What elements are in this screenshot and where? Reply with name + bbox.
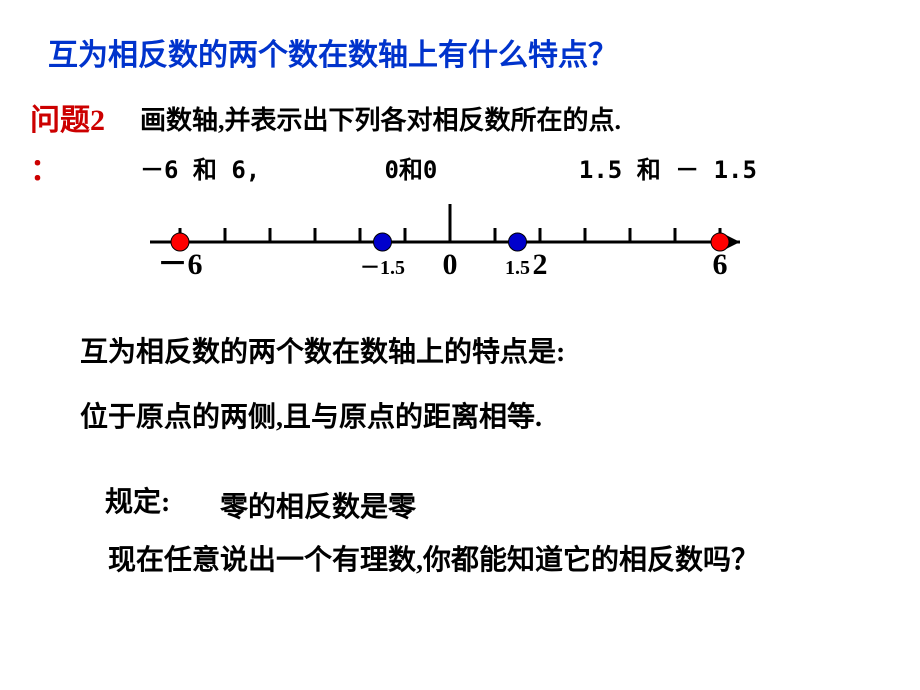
pair-1: －6 和 6,: [140, 150, 370, 185]
question-label: 问题2: [30, 95, 105, 139]
feature-body: 位于原点的两侧,且与原点的距离相等.: [80, 395, 542, 435]
question-text: 画数轴,并表示出下列各对相反数所在的点.: [140, 100, 621, 137]
rule-label: 规定:: [105, 480, 170, 520]
slide-title: 互为相反数的两个数在数轴上有什么特点？: [48, 30, 618, 74]
svg-text:0: 0: [443, 248, 458, 281]
pair-2: 0和0: [384, 150, 564, 185]
svg-text:－1.5: －1.5: [360, 257, 405, 279]
number-line: －6 －1.5 0 1.52 6: [140, 200, 760, 310]
number-pairs: －6 和 6, 0和0 1.5 和 － 1.5: [140, 150, 757, 185]
feature-heading: 互为相反数的两个数在数轴上的特点是:: [80, 330, 565, 370]
svg-text:1.5: 1.5: [505, 257, 530, 279]
rule-body: 零的相反数是零: [220, 485, 416, 525]
svg-text:6: 6: [713, 248, 728, 281]
svg-text:－6: －6: [158, 248, 203, 281]
challenge-question: 现在任意说出一个有理数,你都能知道它的相反数吗？: [108, 540, 808, 582]
pair-3: 1.5 和 － 1.5: [579, 150, 757, 185]
question-colon: ：: [30, 145, 60, 189]
svg-text:2: 2: [533, 248, 548, 281]
